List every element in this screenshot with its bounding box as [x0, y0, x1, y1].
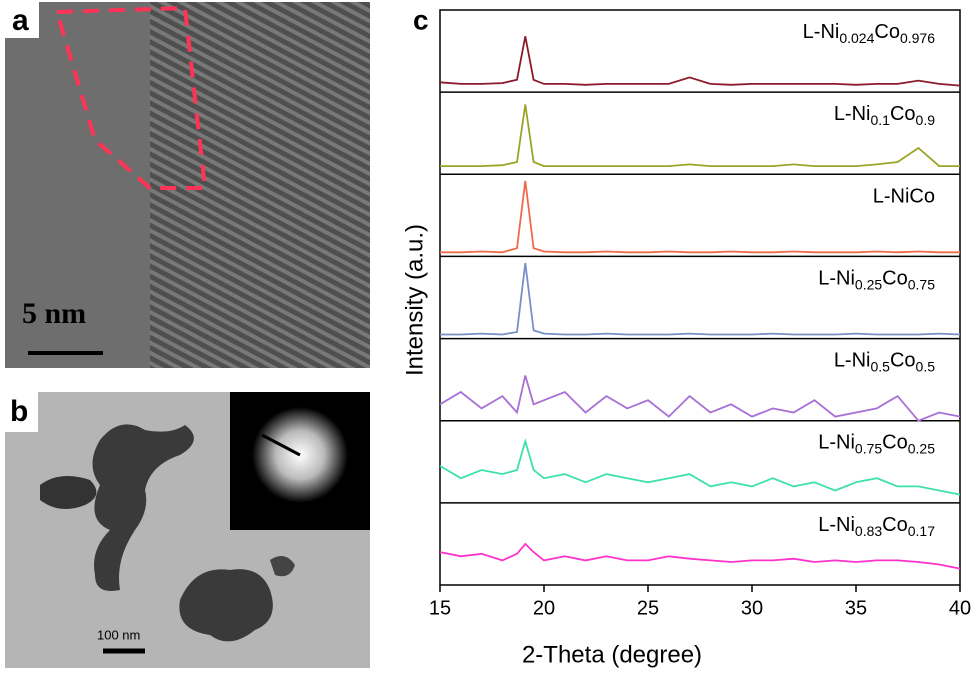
series-label: L-Ni0.25Co0.75 — [818, 268, 935, 292]
series-label: L-Ni0.75Co0.25 — [818, 432, 935, 456]
panel-label: a — [12, 4, 29, 37]
label-box — [5, 392, 38, 432]
x-axis-title: 2-Theta (degree) — [522, 641, 702, 668]
panel-b: b 100 nm — [5, 392, 370, 668]
series-label: L-Ni0.024Co0.976 — [803, 21, 936, 45]
xrd-pattern — [440, 262, 961, 336]
scale-label: 100 nm — [97, 627, 140, 642]
x-tick-label: 15 — [429, 597, 451, 619]
series-label: L-Ni0.1Co0.9 — [834, 103, 935, 127]
x-tick-label: 35 — [845, 597, 867, 619]
lattice-region — [150, 2, 370, 368]
scale-label: 5 nm — [22, 297, 86, 330]
panel-label: b — [10, 395, 28, 428]
particle — [40, 476, 97, 509]
xrd-pattern — [439, 438, 961, 496]
label-box — [5, 2, 39, 38]
xrd-pattern — [440, 180, 960, 254]
x-tick-label: 30 — [741, 597, 763, 619]
xrd-pattern — [439, 542, 961, 570]
series-label: L-Ni0.83Co0.17 — [818, 514, 935, 538]
particle — [92, 424, 194, 591]
y-axis-title: Intensity (a.u.) — [401, 224, 428, 376]
panel-label: c — [413, 4, 429, 35]
x-tick-label: 25 — [637, 597, 659, 619]
xrd-pattern — [440, 104, 960, 167]
series-label: L-Ni0.5Co0.5 — [834, 350, 935, 374]
particle — [179, 569, 273, 642]
x-tick-label: 20 — [533, 597, 555, 619]
amorphous-outline — [54, 5, 208, 190]
plot-frame — [439, 9, 961, 586]
beam-stop — [261, 433, 301, 457]
series-label: L-NiCo — [873, 186, 935, 208]
xrd-pattern — [439, 375, 961, 422]
xrd-pattern — [439, 36, 961, 87]
x-tick-label: 40 — [949, 597, 971, 619]
particle — [270, 556, 295, 577]
panel-a: a 5 nm — [5, 2, 370, 368]
